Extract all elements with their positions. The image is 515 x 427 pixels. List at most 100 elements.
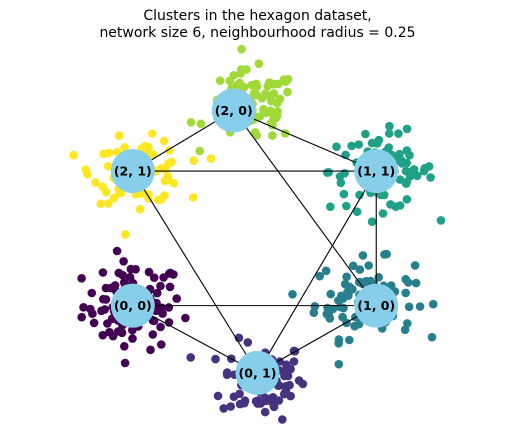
data-point	[428, 299, 438, 309]
data-point	[146, 345, 155, 355]
data-point	[411, 278, 421, 288]
data-point	[77, 312, 86, 322]
data-point	[260, 407, 270, 417]
node-circle	[211, 88, 256, 133]
data-point	[397, 159, 407, 168]
data-point	[158, 309, 167, 318]
data-point	[165, 282, 175, 292]
data-point	[391, 202, 401, 211]
data-point	[186, 118, 196, 127]
data-point	[323, 303, 332, 313]
data-point	[215, 76, 225, 85]
title-line-1: Clusters in the hexagon dataset,	[143, 8, 372, 24]
data-point	[281, 77, 291, 86]
data-point	[160, 191, 169, 200]
data-point	[410, 261, 420, 270]
data-point	[347, 141, 356, 151]
data-point	[336, 178, 346, 188]
data-point	[400, 325, 410, 335]
data-point	[81, 165, 91, 174]
data-point	[361, 129, 370, 139]
data-point	[332, 142, 341, 151]
data-point	[86, 304, 95, 314]
data-point	[69, 150, 78, 160]
network-edge	[132, 170, 258, 374]
data-point	[323, 168, 332, 177]
data-point	[219, 404, 228, 413]
data-point	[424, 162, 434, 171]
data-point	[281, 381, 291, 391]
data-point	[269, 89, 279, 98]
data-point	[144, 142, 153, 152]
node-circle	[110, 283, 155, 328]
data-point	[255, 112, 264, 121]
data-point	[189, 156, 199, 165]
data-point	[404, 278, 413, 287]
data-point	[237, 65, 246, 74]
data-point	[342, 201, 351, 211]
data-point	[181, 313, 190, 323]
data-point	[96, 199, 106, 208]
data-point	[126, 264, 136, 274]
data-point	[310, 302, 320, 311]
data-point	[167, 157, 176, 167]
title-line-2: network size 6, neighbourhood radius = 0…	[99, 25, 416, 41]
data-point	[229, 392, 239, 402]
data-point	[128, 334, 137, 343]
data-point	[186, 353, 195, 362]
data-point	[89, 318, 99, 328]
data-point	[340, 279, 350, 289]
data-point	[120, 143, 129, 152]
data-point	[148, 316, 158, 325]
data-point	[252, 131, 261, 140]
data-point	[235, 399, 245, 409]
data-point	[268, 131, 277, 140]
data-point	[222, 368, 232, 377]
network-node: (0, 1)	[235, 350, 280, 395]
data-point	[160, 176, 170, 186]
data-point	[427, 332, 437, 342]
data-point	[148, 150, 158, 159]
data-point	[334, 339, 344, 348]
data-point	[265, 78, 274, 87]
node-label: (2, 0)	[215, 103, 253, 118]
data-point	[324, 310, 334, 320]
data-point	[382, 249, 391, 259]
data-point	[232, 80, 242, 90]
data-point	[384, 129, 394, 138]
data-point	[355, 190, 364, 200]
nodes-layer: (2, 0) (2, 1) (1, 1) (0, 0) (1, 0) (0, 1)	[110, 88, 399, 395]
data-point	[226, 402, 235, 411]
data-point	[149, 273, 159, 283]
data-point	[345, 335, 354, 345]
network-node: (2, 1)	[110, 149, 155, 194]
data-point	[213, 391, 223, 401]
data-point	[112, 246, 122, 256]
data-point	[268, 393, 278, 402]
network-edge	[233, 110, 377, 306]
data-point	[415, 302, 425, 311]
data-point	[275, 94, 285, 104]
network-edge	[257, 170, 377, 374]
data-point	[339, 189, 349, 199]
node-label: (2, 1)	[114, 164, 152, 179]
data-point	[237, 44, 246, 54]
data-point	[405, 172, 415, 181]
node-label: (1, 0)	[357, 298, 395, 313]
data-point	[294, 376, 304, 385]
data-point	[196, 119, 206, 129]
data-point	[211, 354, 220, 364]
data-point	[101, 187, 111, 197]
data-point	[148, 129, 157, 138]
data-point	[348, 261, 358, 271]
data-point	[159, 136, 169, 146]
data-point	[268, 120, 277, 130]
chart-title: Clusters in the hexagon dataset, network…	[0, 8, 515, 42]
data-point	[336, 302, 345, 312]
data-point	[358, 251, 368, 260]
data-point	[156, 322, 165, 332]
data-point	[321, 266, 331, 276]
data-point	[289, 357, 299, 366]
data-point	[436, 216, 446, 225]
